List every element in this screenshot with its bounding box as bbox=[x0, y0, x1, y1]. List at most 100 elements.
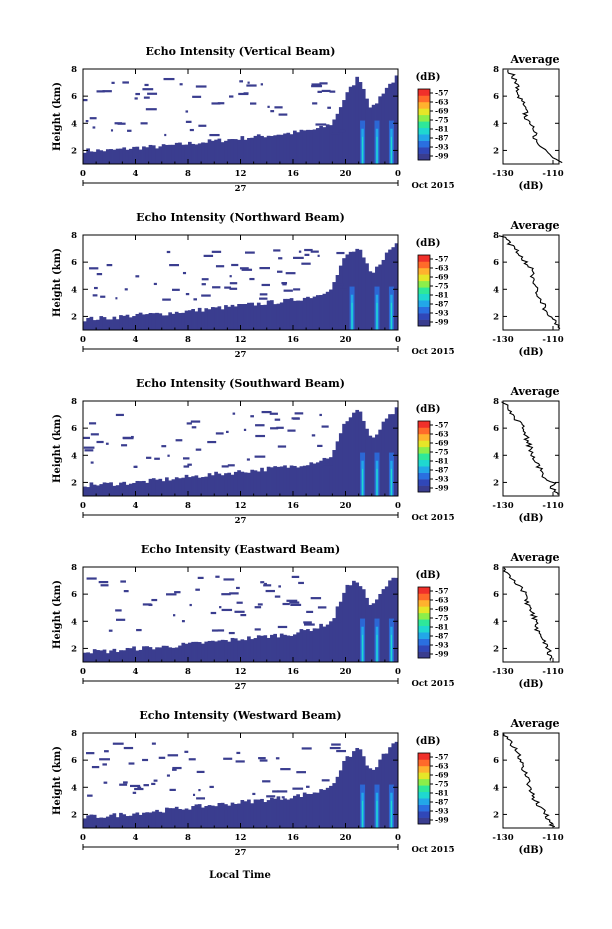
echo-cell bbox=[368, 768, 373, 828]
echo-cell bbox=[381, 589, 386, 662]
colorbar-segment bbox=[418, 466, 430, 473]
echo-cell bbox=[204, 641, 209, 662]
colorbar-tick-label: -75 bbox=[435, 116, 449, 125]
echo-cell bbox=[224, 804, 228, 828]
layer-echo bbox=[259, 266, 270, 270]
profile-x-tick-label: -130 bbox=[492, 501, 513, 511]
layer-echo bbox=[321, 779, 330, 782]
echo-cell bbox=[204, 308, 209, 330]
panel-title: Echo Intensity (Eastward Beam) bbox=[141, 543, 340, 556]
layer-echo bbox=[336, 251, 345, 255]
echo-cell bbox=[315, 462, 320, 496]
echo-cell bbox=[322, 293, 327, 330]
layer-echo bbox=[195, 448, 202, 451]
layer-echo bbox=[85, 119, 89, 123]
echo-cell bbox=[184, 474, 189, 496]
echo-cell bbox=[128, 317, 133, 330]
layer-echo bbox=[122, 436, 131, 439]
echo-cell bbox=[210, 475, 215, 496]
layer-echo bbox=[153, 282, 157, 286]
layer-echo bbox=[235, 760, 245, 763]
echo-cell bbox=[197, 642, 202, 662]
echo-cell bbox=[155, 479, 159, 496]
echo-cell bbox=[99, 484, 104, 496]
profile-y-tick-label: 4 bbox=[493, 451, 499, 461]
echo-cell bbox=[361, 257, 366, 330]
echo-cell bbox=[289, 798, 294, 828]
echo-cell bbox=[293, 634, 297, 662]
y-tick-label: 6 bbox=[71, 590, 77, 600]
echo-cell bbox=[224, 305, 228, 330]
layer-echo bbox=[201, 283, 206, 286]
colorbar-segment bbox=[418, 811, 430, 818]
echo-cell bbox=[342, 592, 346, 662]
layer-echo bbox=[274, 106, 283, 109]
x-tick-label: 12 bbox=[235, 667, 247, 677]
echo-cell bbox=[145, 482, 150, 496]
layer-echo bbox=[96, 273, 103, 276]
layer-echo bbox=[281, 796, 285, 799]
echo-cell bbox=[89, 151, 94, 164]
colorbar-frame bbox=[417, 586, 431, 659]
y-tick-label: 6 bbox=[71, 258, 77, 268]
echo-cell bbox=[188, 310, 192, 330]
y-axis-label: Height (km) bbox=[52, 82, 63, 151]
layer-echo bbox=[112, 742, 124, 745]
echo-cell bbox=[348, 417, 353, 496]
layer-echo bbox=[259, 297, 268, 300]
x-tick-label: 0 bbox=[395, 169, 401, 179]
colorbar-segment bbox=[418, 593, 430, 601]
x-tick-label: 0 bbox=[80, 169, 86, 179]
layer-echo bbox=[114, 122, 122, 125]
layer-echo bbox=[221, 608, 233, 612]
echo-cell bbox=[253, 135, 258, 164]
x-tick-label: 16 bbox=[287, 169, 299, 179]
echo-cell bbox=[132, 646, 136, 662]
layer-echo bbox=[100, 295, 106, 298]
layer-echo bbox=[92, 126, 96, 129]
layer-echo bbox=[128, 762, 135, 765]
echo-cell bbox=[286, 799, 291, 828]
profile-x-label: (dB) bbox=[519, 845, 544, 856]
layer-echo bbox=[102, 90, 112, 93]
echo-cell bbox=[86, 487, 90, 496]
layer-echo bbox=[136, 628, 142, 632]
echo-cell bbox=[92, 320, 97, 330]
layer-echo bbox=[255, 424, 265, 427]
echo-cell bbox=[253, 470, 258, 496]
colorbar-segment bbox=[418, 765, 430, 773]
echo-cell bbox=[283, 634, 287, 662]
echo-cell bbox=[240, 800, 245, 828]
echo-cell bbox=[210, 307, 215, 330]
colorbar-segment bbox=[418, 147, 430, 154]
layer-echo bbox=[254, 455, 266, 458]
layer-echo bbox=[99, 758, 110, 761]
layer-echo bbox=[130, 784, 141, 788]
echo-cell bbox=[197, 307, 202, 330]
echo-cell bbox=[240, 639, 245, 662]
layer-echo bbox=[161, 445, 167, 448]
layer-echo bbox=[172, 768, 177, 771]
echo-cell bbox=[178, 313, 182, 330]
echo-cell bbox=[109, 319, 113, 330]
echo-cell bbox=[119, 650, 123, 662]
colorbar-segment bbox=[418, 306, 430, 314]
echo-cell bbox=[210, 805, 215, 828]
layer-echo bbox=[132, 791, 137, 794]
echo-cell bbox=[227, 472, 232, 496]
echo-cell bbox=[207, 473, 212, 496]
colorbar-unit: (dB) bbox=[416, 736, 441, 747]
layer-echo bbox=[146, 456, 152, 459]
colorbar-tick-label: -81 bbox=[435, 291, 449, 300]
echo-cell bbox=[315, 295, 320, 330]
echo-cell bbox=[132, 813, 136, 828]
layer-echo bbox=[175, 439, 183, 442]
echo-cell bbox=[253, 638, 258, 662]
echo-cell bbox=[279, 633, 284, 662]
echo-cell bbox=[158, 647, 163, 662]
echo-cell bbox=[135, 650, 140, 662]
echo-cell bbox=[168, 808, 172, 828]
profile-y-tick-label: 2 bbox=[493, 644, 499, 654]
layer-echo bbox=[329, 90, 336, 93]
echo-cell bbox=[365, 263, 369, 330]
